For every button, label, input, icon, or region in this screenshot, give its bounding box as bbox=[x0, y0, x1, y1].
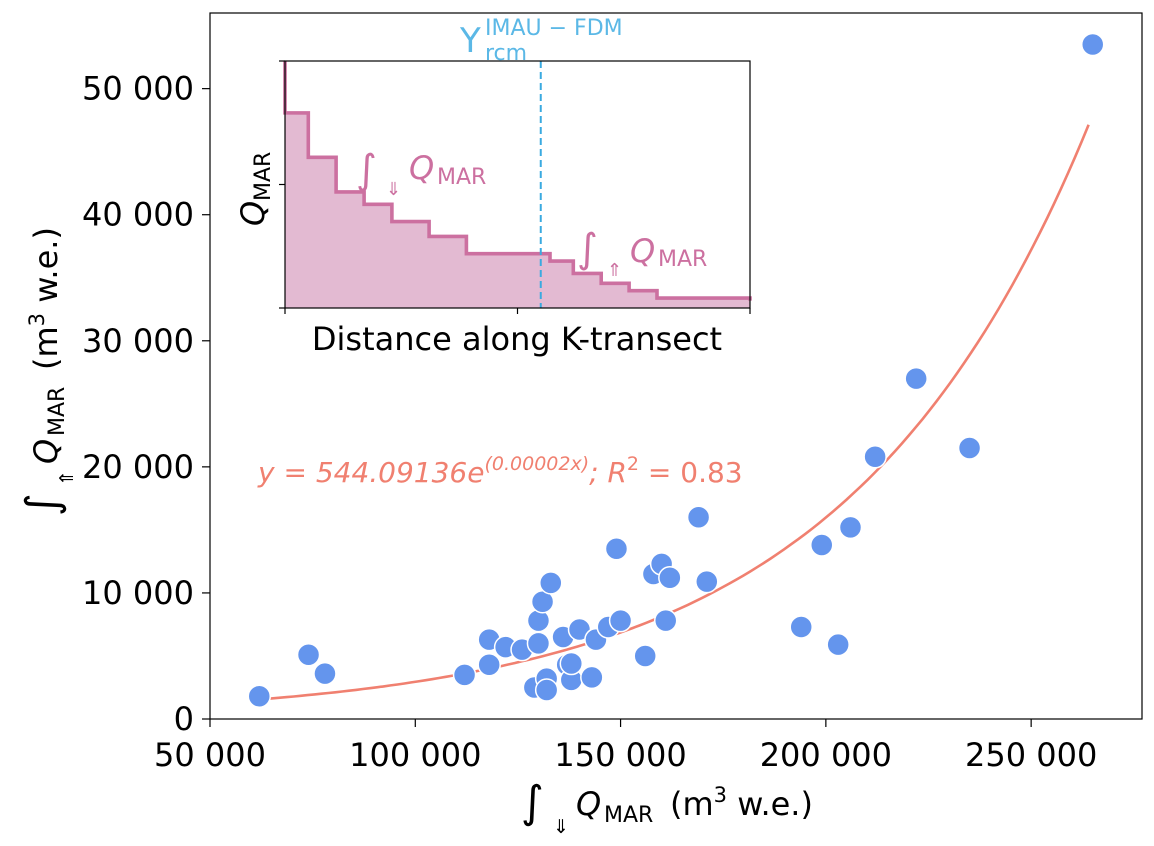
scatter-point bbox=[957, 436, 982, 460]
scatter-point bbox=[633, 644, 657, 668]
scatter-point bbox=[313, 661, 337, 686]
inset-step-line bbox=[283, 61, 752, 301]
main-scatter-plot: 50 000 100 000 150 000 200 000 250 000 010 0… bbox=[17, 12, 1143, 838]
scatter-point bbox=[789, 615, 813, 639]
x-label-integral-sub: ⇓ bbox=[553, 816, 569, 838]
scatter-point bbox=[580, 665, 604, 690]
x-label-var: Q bbox=[576, 785, 601, 823]
inset-plot: Y IMAU − FDM rcm ∫ ⇓ Q MAR ∫ ⇑ Q MAR Dis… bbox=[234, 16, 752, 358]
x-tick-label: 100 000 bbox=[349, 736, 481, 774]
scatter-point bbox=[534, 678, 559, 702]
fit-equation-r2-sup: 2 bbox=[627, 453, 639, 475]
scatter-point bbox=[686, 505, 711, 530]
scatter-point bbox=[559, 651, 584, 676]
y-tick-label: 20 000 bbox=[82, 448, 194, 486]
inset-annotation-right: ∫ ⇑ Q MAR bbox=[577, 226, 707, 281]
anno-right-integral-sub: ⇑ bbox=[607, 260, 622, 281]
scatter-point bbox=[296, 642, 321, 667]
scatter-point bbox=[539, 571, 563, 595]
y-label-units: (m3 w.e.) bbox=[25, 227, 65, 370]
scatter-point bbox=[526, 608, 551, 633]
y-tick-label: 0 bbox=[174, 700, 194, 738]
inset-y-label-var: Q bbox=[234, 201, 272, 226]
y-tick-label: 40 000 bbox=[82, 196, 194, 234]
vline-label-sup: IMAU − FDM bbox=[485, 16, 623, 41]
scatter-point bbox=[838, 515, 863, 540]
anno-left-integral-sub: ⇓ bbox=[386, 179, 401, 200]
inset-area-fill bbox=[285, 61, 750, 308]
x-label-units: (m3 w.e.) bbox=[670, 783, 813, 823]
anno-right-var: Q bbox=[630, 232, 655, 270]
scatter-points bbox=[247, 32, 1105, 709]
y-tick-label: 50 000 bbox=[82, 70, 194, 108]
scatter-point bbox=[810, 533, 834, 557]
anno-right-var-sub: MAR bbox=[658, 247, 707, 272]
inset-axis-ticks bbox=[279, 60, 751, 314]
vline-label-sub: rcm bbox=[485, 41, 527, 66]
inset-y-label-var-sub: MAR bbox=[251, 152, 276, 201]
y-axis-ticks: 0 10 000 20 000 30 000 40 000 50 000 bbox=[82, 70, 210, 738]
scatter-point bbox=[477, 653, 501, 677]
scatter-point bbox=[526, 631, 551, 656]
y-label-var: Q bbox=[27, 439, 65, 464]
x-axis-ticks: 50 000 100 000 150 000 200 000 250 000 bbox=[154, 719, 1097, 774]
x-tick-label: 50 000 bbox=[154, 736, 266, 774]
y-tick-label: 10 000 bbox=[82, 574, 194, 612]
fit-equation-rhs: = 0.83 bbox=[639, 456, 743, 489]
inset-annotation-left: ∫ ⇓ Q MAR bbox=[356, 147, 486, 200]
x-tick-label: 150 000 bbox=[554, 736, 686, 774]
vline-label-main: Y bbox=[459, 21, 481, 61]
fit-equation-lhs: y = 544.09136e bbox=[257, 456, 484, 489]
main-plot-frame bbox=[209, 12, 1143, 720]
scatter-point bbox=[863, 445, 887, 469]
scatter-point bbox=[604, 537, 629, 561]
inset-y-label: Q MAR bbox=[234, 152, 276, 226]
x-tick-label: 250 000 bbox=[965, 736, 1097, 774]
anno-left-integral: ∫ bbox=[356, 147, 377, 193]
inset-vline-label: Y IMAU − FDM rcm bbox=[459, 16, 623, 66]
scatter-point bbox=[653, 608, 678, 633]
scatter-point bbox=[904, 366, 928, 391]
anno-right-integral: ∫ bbox=[577, 226, 598, 272]
inset-x-label: Distance along K-transect bbox=[312, 320, 722, 358]
scatter-point bbox=[608, 608, 633, 633]
scatter-point bbox=[452, 663, 477, 687]
scatter-point bbox=[658, 566, 682, 590]
fit-equation-mid: ; R bbox=[589, 456, 627, 489]
scatter-point bbox=[1080, 32, 1105, 57]
x-tick-label: 200 000 bbox=[760, 736, 892, 774]
scatter-point bbox=[695, 569, 719, 594]
y-tick-label: 30 000 bbox=[82, 322, 194, 360]
exponential-fit-curve bbox=[259, 124, 1090, 701]
fit-equation: y = 544.09136e(0.00002x); R2 = 0.83 bbox=[257, 453, 743, 489]
y-label-integral: ∫ bbox=[17, 493, 68, 516]
y-label-var-sub: MAR bbox=[45, 387, 70, 436]
x-label-var-sub: MAR bbox=[604, 803, 653, 828]
x-label-integral: ∫ bbox=[521, 777, 544, 828]
fit-equation-exponent: (0.00002x) bbox=[484, 453, 589, 475]
scatter-point bbox=[826, 632, 850, 657]
scatter-point bbox=[247, 684, 272, 709]
y-axis-label: ∫ ⇑ Q MAR (m3 w.e.) bbox=[17, 227, 78, 516]
anno-left-var: Q bbox=[409, 149, 434, 187]
anno-left-var-sub: MAR bbox=[437, 165, 486, 190]
y-label-integral-sub: ⇑ bbox=[56, 470, 78, 486]
x-axis-label: ∫ ⇓ Q MAR (m3 w.e.) bbox=[521, 777, 813, 838]
